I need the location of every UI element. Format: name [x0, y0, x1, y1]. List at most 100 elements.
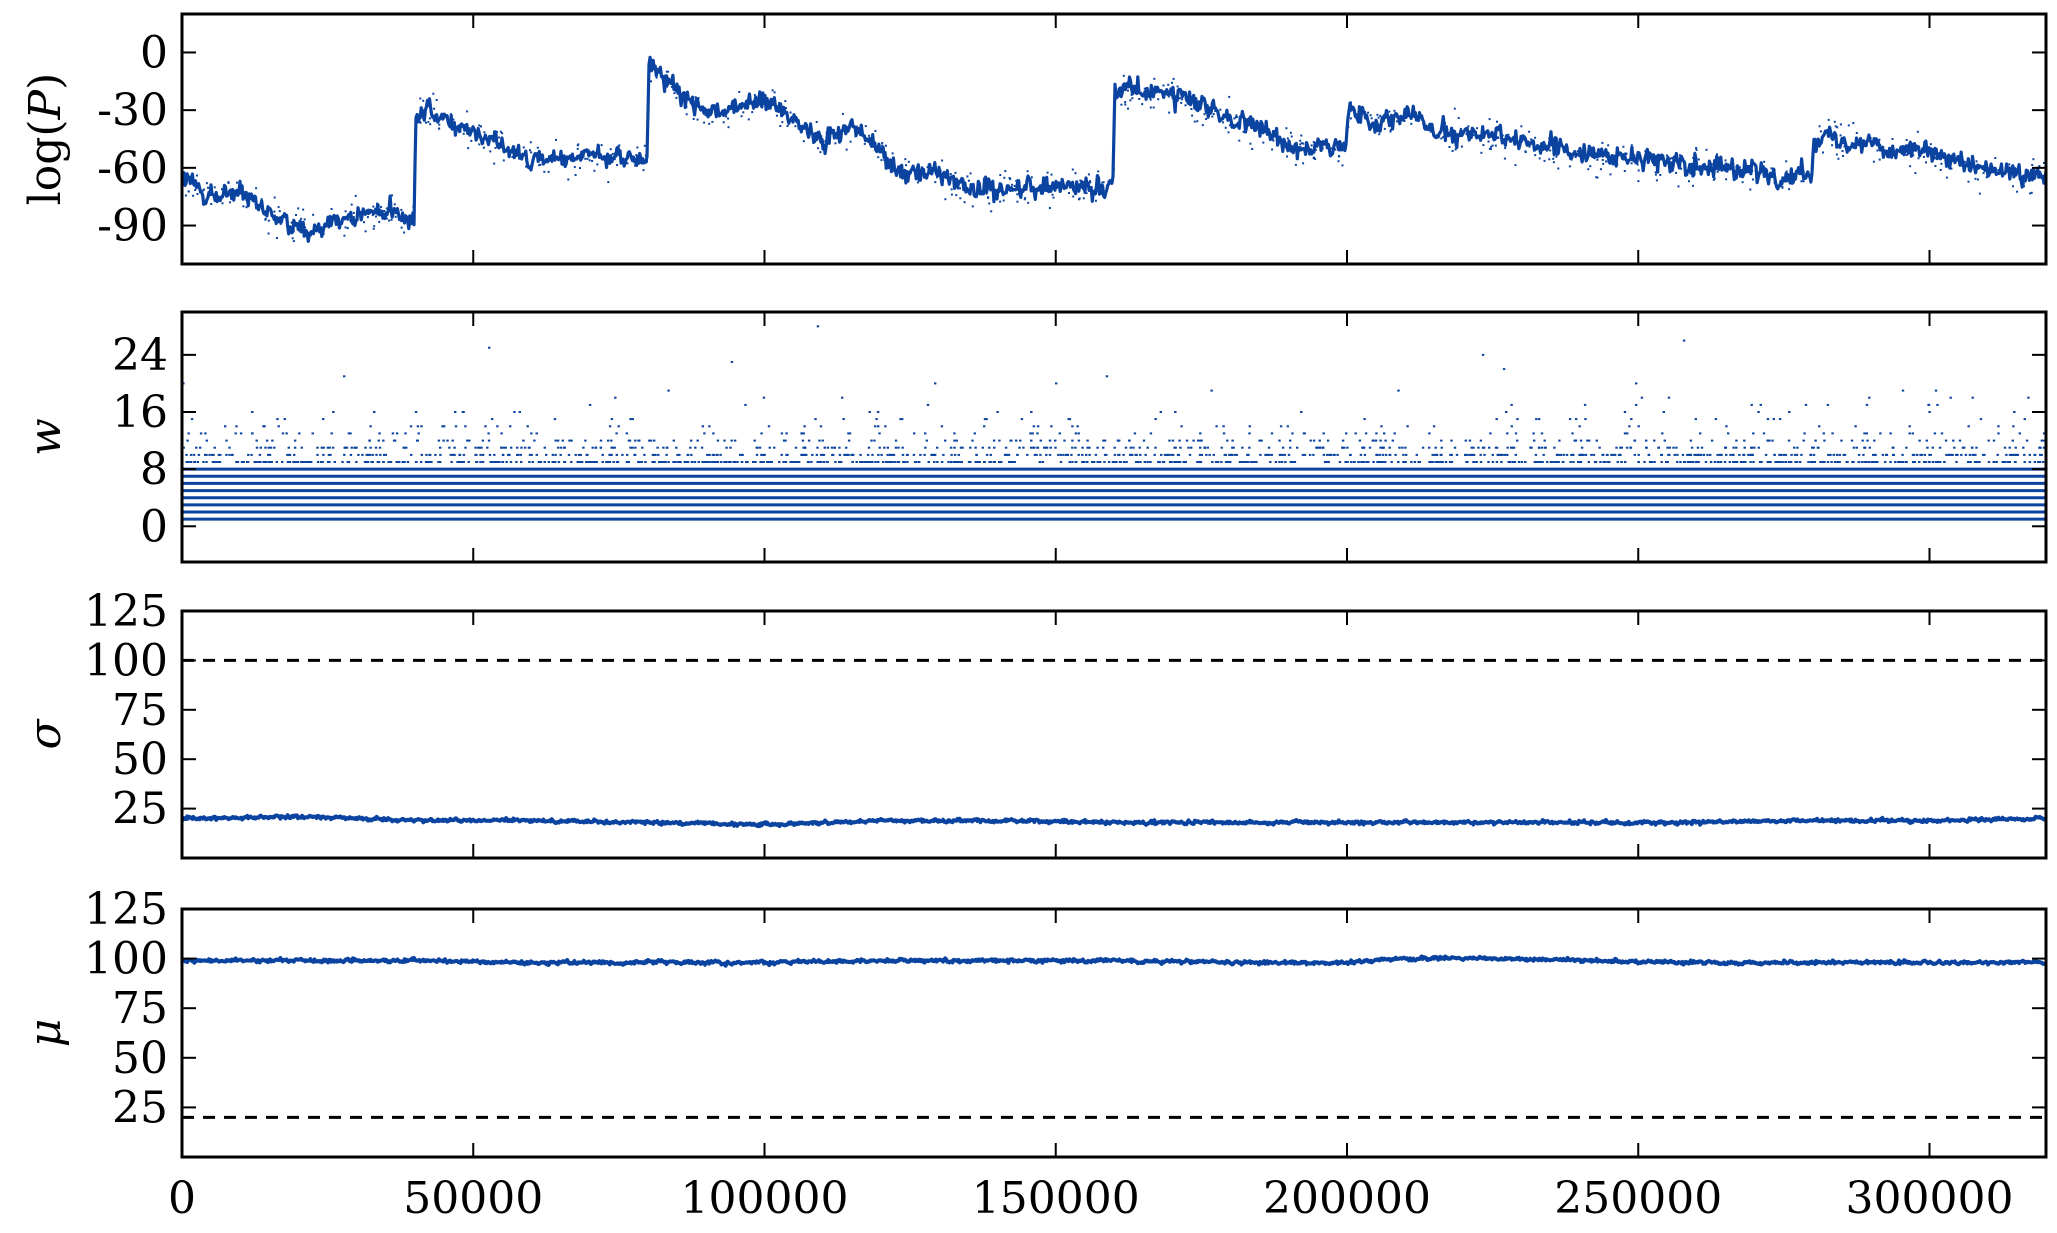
level-point-11: [1206, 446, 1209, 449]
data-point: [740, 115, 743, 118]
level-point-9: [662, 461, 665, 463]
data-point: [2016, 190, 2019, 193]
level-point-9: [1472, 461, 1475, 463]
data-point: [985, 192, 988, 195]
data-point: [1030, 189, 1033, 192]
level-point-9: [1199, 461, 1203, 463]
data-point: [1107, 183, 1110, 186]
level-point-10: [559, 453, 562, 456]
level-point-12: [1260, 439, 1263, 442]
data-point: [1271, 148, 1274, 151]
level-point-9: [387, 461, 390, 463]
level-point-12: [556, 439, 560, 442]
y-tick-label: -60: [97, 143, 168, 194]
data-point: [863, 136, 866, 139]
data-point: [1101, 181, 1104, 184]
data-point: [1905, 154, 1908, 156]
data-point: [1871, 144, 1873, 147]
level-point-12: [1840, 439, 1843, 442]
level-point-11: [1190, 446, 1193, 449]
level-point-11: [845, 446, 848, 449]
y-tick-label: 75: [112, 983, 168, 1034]
level-point-9: [1125, 461, 1128, 463]
data-point: [1519, 135, 1522, 138]
level-point-9: [1402, 461, 1405, 463]
level-point-14: [441, 425, 444, 428]
level-point-9: [193, 461, 196, 463]
data-point: [330, 208, 333, 210]
data-point: [1083, 181, 1086, 184]
level-point-11: [1735, 446, 1738, 449]
data-point: [245, 198, 248, 201]
data-point: [1520, 125, 1523, 128]
level-point-10: [1503, 453, 1507, 456]
level-point-10: [739, 453, 742, 456]
data-point: [1543, 159, 1546, 162]
data-point: [771, 104, 774, 106]
level-point-9: [1768, 461, 1772, 463]
data-point: [730, 102, 733, 105]
level-point-10: [343, 453, 346, 456]
series-trace-0: [182, 954, 2046, 968]
data-point: [1112, 168, 1115, 171]
data-point: [667, 70, 670, 73]
level-point-9: [903, 461, 906, 463]
data-point: [203, 202, 206, 205]
data-point: [613, 158, 616, 161]
level-point-10: [1686, 453, 1689, 456]
data-point: [949, 173, 952, 176]
level-point-10: [1892, 453, 1895, 456]
data-point: [747, 118, 750, 121]
level-point-9: [1604, 461, 1607, 463]
data-point: [1396, 120, 1398, 123]
data-point: [1678, 154, 1681, 157]
level-point-12: [1341, 439, 1345, 442]
level-point-11: [273, 446, 276, 449]
level-point-15: [190, 418, 194, 421]
level-point-10: [678, 453, 681, 456]
level-point-11: [2014, 446, 2017, 449]
level-point-12: [1178, 439, 1181, 442]
level-point-15: [629, 418, 632, 421]
level-point-17: [1804, 403, 1808, 406]
level-point-13: [1762, 432, 1766, 435]
data-point: [1196, 120, 1199, 123]
data-point: [635, 154, 638, 156]
level-point-10: [1960, 453, 1963, 456]
data-point: [511, 156, 514, 158]
data-point: [1631, 146, 1634, 149]
level-point-9: [1143, 461, 1146, 463]
data-point: [1785, 160, 1788, 163]
data-point: [1036, 189, 1039, 192]
level-point-9: [859, 461, 862, 463]
level-point-14: [420, 425, 423, 428]
level-point-11: [2038, 446, 2042, 449]
level-point-9: [1686, 461, 1690, 463]
level-point-15: [1714, 418, 1718, 421]
level-point-9: [866, 461, 869, 463]
level-point-11: [1580, 446, 1584, 449]
data-point: [1285, 146, 1288, 149]
y-axis-label: μ: [20, 1019, 71, 1048]
data-point: [1852, 122, 1855, 124]
level-point-11: [199, 446, 202, 449]
data-point: [854, 129, 857, 132]
level-point-10: [567, 453, 571, 456]
data-point: [1424, 128, 1427, 131]
level-point-11: [378, 446, 382, 449]
level-point-10: [288, 453, 292, 456]
level-point-9: [714, 461, 717, 463]
data-point: [999, 174, 1002, 176]
level-point-10: [1497, 453, 1500, 456]
level-point-9: [537, 461, 540, 463]
level-point-9: [557, 461, 561, 463]
level-point-9: [877, 461, 880, 463]
data-point: [1963, 168, 1966, 171]
data-point: [1716, 153, 1718, 156]
level-point-12: [1199, 439, 1202, 442]
data-point: [696, 105, 699, 108]
data-point: [292, 240, 295, 243]
data-point: [494, 146, 497, 149]
level-point-15: [875, 418, 878, 421]
plot-area: [182, 954, 2046, 1119]
